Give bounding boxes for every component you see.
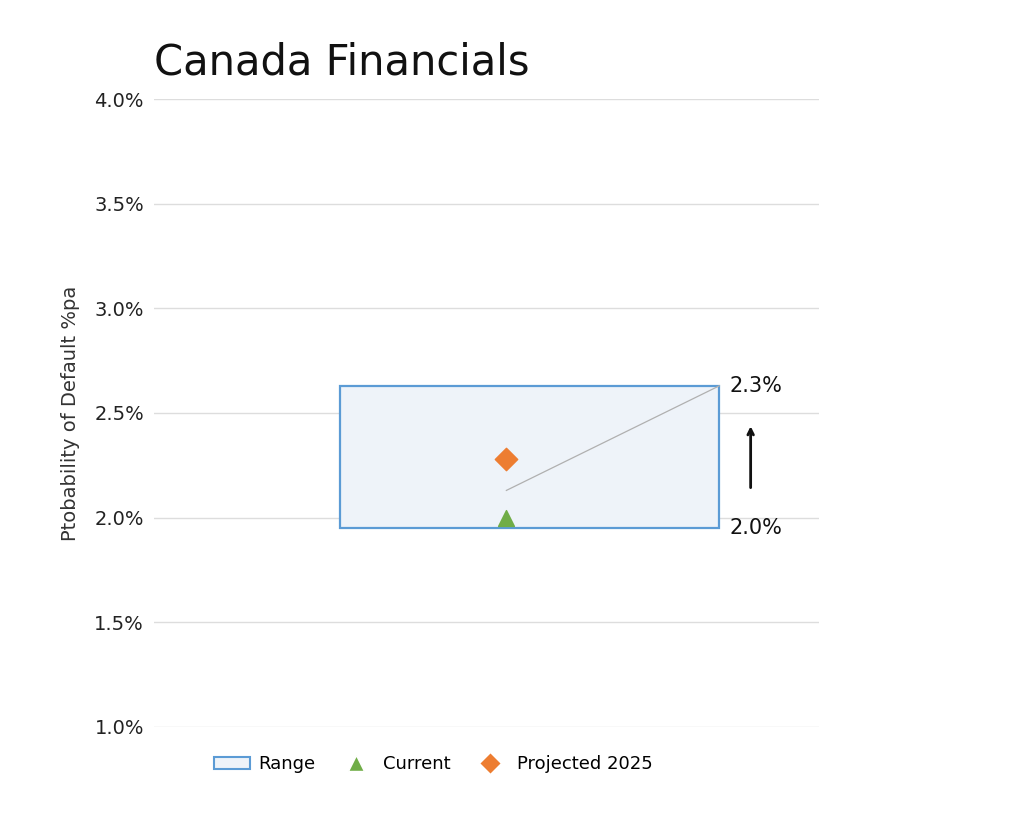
Bar [340, 386, 719, 528]
Y-axis label: Ptobability of Default %pa: Ptobability of Default %pa [61, 285, 80, 541]
Legend: Range, Current, Projected 2025: Range, Current, Projected 2025 [206, 748, 660, 781]
Text: 2.0%: 2.0% [729, 518, 782, 538]
Text: 2.3%: 2.3% [729, 376, 782, 396]
Point [499, 511, 515, 525]
Point [499, 453, 515, 466]
Text: Canada Financials: Canada Financials [154, 41, 529, 83]
